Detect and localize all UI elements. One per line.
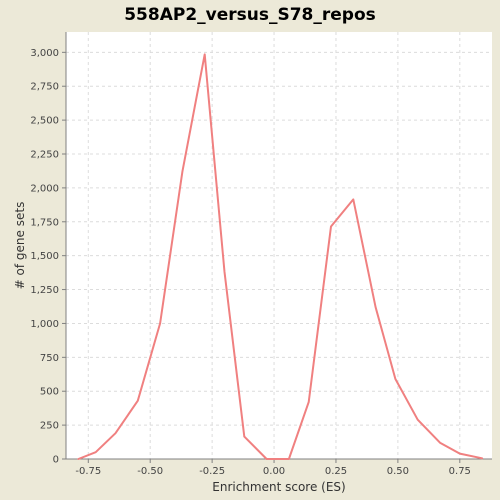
x-tick-label: -0.25 [199, 466, 225, 477]
chart-title: 558AP2_versus_S78_repos [124, 5, 376, 25]
x-tick-label: -0.50 [137, 466, 163, 477]
y-tick-label: 1,000 [30, 319, 59, 330]
y-tick-label: 1,500 [30, 251, 59, 262]
series-line [77, 53, 484, 460]
x-tick-label: -0.75 [75, 466, 101, 477]
x-axis-label: Enrichment score (ES) [212, 480, 345, 494]
y-tick-label: 2,750 [30, 82, 59, 93]
y-tick-label: 3,000 [30, 48, 59, 59]
y-tick-label: 2,250 [30, 150, 59, 161]
y-tick-label: 2,000 [30, 183, 59, 194]
y-tick-label: 750 [40, 353, 59, 364]
x-tick-label: 0.00 [263, 466, 285, 477]
y-tick-label: 1,250 [30, 285, 59, 296]
y-tick-label: 500 [40, 387, 59, 398]
plot-area [66, 32, 492, 459]
y-tick-label: 0 [53, 455, 59, 466]
x-tick-label: 0.25 [325, 466, 347, 477]
x-tick-label: 0.75 [449, 466, 471, 477]
y-axis-label: # of gene sets [13, 202, 27, 290]
x-tick-label: 0.50 [387, 466, 409, 477]
y-tick-label: 2,500 [30, 116, 59, 127]
y-tick-label: 1,750 [30, 217, 59, 228]
y-tick-label: 250 [40, 421, 59, 432]
